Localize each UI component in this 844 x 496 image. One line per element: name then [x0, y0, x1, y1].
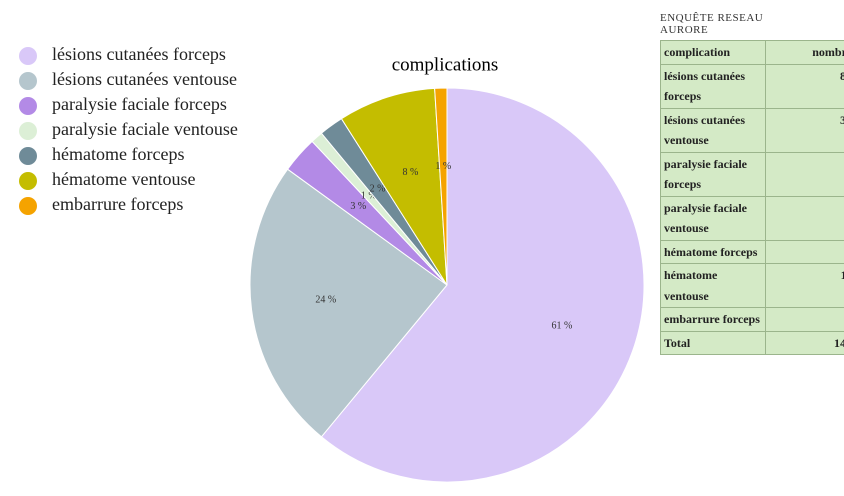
table-row: hématome forceps3 [660, 239, 844, 264]
pie-slice [320, 87, 645, 483]
table-cell: complication [660, 40, 766, 65]
table-cell: 1 [765, 195, 844, 241]
table-cell: lésions cutanées forceps [660, 63, 766, 109]
legend-label: embarrure forceps [52, 194, 183, 214]
table-row: Total145 [660, 330, 844, 355]
legend-swatch [19, 197, 37, 215]
table-row: lésions cutanées forceps89 [660, 63, 844, 109]
legend-label: hématome ventouse [52, 169, 195, 189]
data-label: 8 % [403, 167, 419, 178]
legend-swatch [19, 72, 37, 90]
chart-title: complications [392, 54, 499, 75]
table-row: lésions cutanées ventouse35 [660, 107, 844, 153]
table-cell: lésions cutanées ventouse [660, 107, 766, 153]
table-cell: 89 [765, 63, 844, 109]
table-panel: ENQUÊTE RESEAU AURORE complicationnombre… [660, 12, 844, 496]
table-cell: 1 [765, 307, 844, 332]
table-cell: 3 [765, 239, 844, 264]
table-cell: 5 [765, 151, 844, 197]
legend-swatch [19, 97, 37, 115]
legend-swatch [19, 147, 37, 165]
legend-label: paralysie faciale forceps [52, 94, 227, 114]
table-row: embarrure forceps1 [660, 307, 844, 332]
table-cell: nombre [765, 40, 844, 65]
table-cell: paralysie faciale forceps [660, 151, 766, 197]
legend-label: lésions cutanées forceps [52, 44, 226, 64]
legend-label: paralysie faciale ventouse [52, 119, 238, 139]
pie-slice [340, 87, 448, 286]
legend-swatch [19, 47, 37, 65]
pie-slice [249, 168, 448, 438]
pie-slice [434, 87, 448, 286]
table-row: hématome ventouse11 [660, 263, 844, 308]
table-header-row: complicationnombre [660, 40, 844, 65]
legend-swatch [19, 172, 37, 190]
data-label: 1 % [361, 191, 377, 202]
table-cell: 11 [765, 263, 844, 308]
table-cell: Total [660, 330, 766, 355]
table-caption: ENQUÊTE RESEAU AURORE [660, 12, 764, 36]
legend-swatch [19, 122, 37, 140]
table: complicationnombrelésions cutanées force… [660, 40, 844, 355]
table-cell: 35 [765, 107, 844, 153]
table-row: paralysie faciale forceps5 [660, 151, 844, 197]
legend-label: hématome forceps [52, 144, 184, 164]
table-cell: hématome forceps [660, 239, 766, 264]
table-cell: paralysie faciale ventouse [660, 195, 766, 241]
data-label: 24 % [315, 295, 336, 306]
data-label: 3 % [350, 201, 366, 212]
table-cell: embarrure forceps [660, 307, 766, 332]
table-cell: hématome ventouse [660, 263, 766, 308]
legend-label: lésions cutanées ventouse [52, 69, 237, 89]
data-label: 2 % [370, 184, 386, 195]
data-label: 1 % [435, 161, 451, 172]
table-cell: 145 [765, 330, 844, 355]
data-label: 61 % [551, 321, 572, 332]
